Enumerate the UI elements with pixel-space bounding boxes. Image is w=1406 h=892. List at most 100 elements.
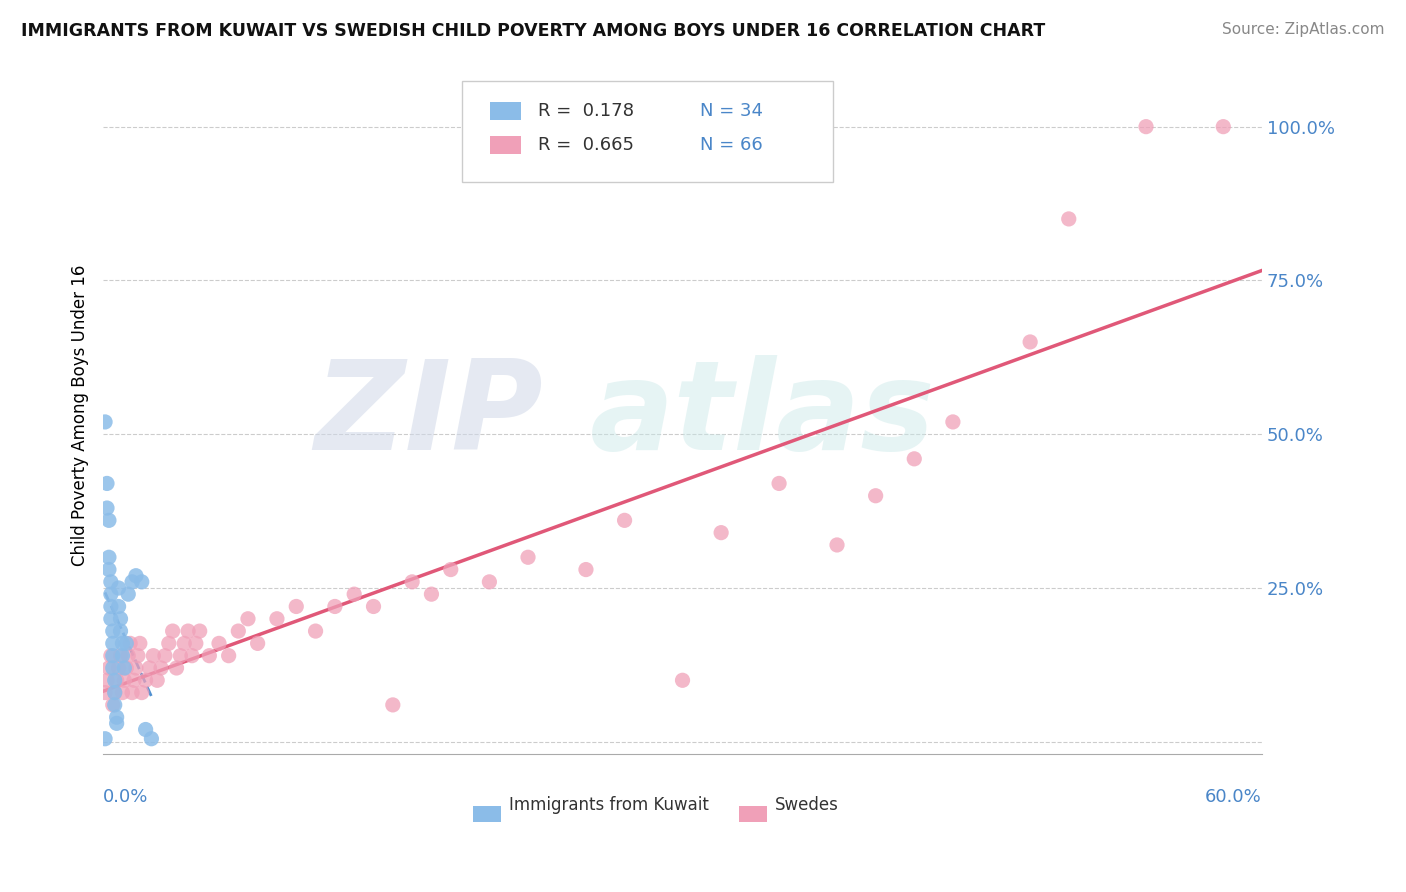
Point — [1019, 334, 1042, 349]
Point — [131, 574, 153, 589]
Text: 0.0%: 0.0% — [103, 788, 149, 806]
Text: R =  0.665: R = 0.665 — [537, 136, 634, 154]
Point — [768, 476, 790, 491]
Point — [96, 501, 118, 516]
Point — [671, 673, 693, 688]
Point — [111, 648, 134, 663]
Point — [825, 538, 848, 552]
Point — [1135, 120, 1157, 134]
Point — [105, 673, 128, 688]
Point — [121, 685, 143, 699]
Text: N = 34: N = 34 — [700, 103, 763, 120]
Point — [111, 636, 134, 650]
Point — [97, 550, 120, 565]
Point — [94, 685, 117, 699]
Point — [363, 599, 385, 614]
Point — [97, 661, 120, 675]
Text: ZIP: ZIP — [315, 355, 544, 476]
Point — [110, 624, 132, 638]
FancyBboxPatch shape — [740, 806, 768, 822]
Text: Swedes: Swedes — [775, 797, 839, 814]
Point — [104, 685, 127, 699]
Point — [236, 612, 259, 626]
Point — [96, 673, 118, 688]
Point — [188, 624, 211, 638]
Point — [575, 563, 598, 577]
Point — [101, 698, 124, 712]
Point — [169, 648, 191, 663]
Point — [181, 648, 204, 663]
Point — [173, 636, 195, 650]
Point — [1057, 211, 1080, 226]
Point — [122, 673, 145, 688]
Point — [100, 599, 122, 614]
Point — [208, 636, 231, 650]
Y-axis label: Child Poverty Among Boys Under 16: Child Poverty Among Boys Under 16 — [72, 265, 89, 566]
Point — [266, 612, 288, 626]
Point — [304, 624, 326, 638]
Point — [107, 581, 129, 595]
Point — [343, 587, 366, 601]
Point — [166, 661, 188, 675]
Point — [115, 661, 138, 675]
Point — [115, 636, 138, 650]
Point — [142, 648, 165, 663]
Point — [323, 599, 346, 614]
Text: atlas: atlas — [589, 355, 935, 476]
Point — [104, 685, 127, 699]
Text: IMMIGRANTS FROM KUWAIT VS SWEDISH CHILD POVERTY AMONG BOYS UNDER 16 CORRELATION : IMMIGRANTS FROM KUWAIT VS SWEDISH CHILD … — [21, 22, 1045, 40]
Point — [184, 636, 207, 650]
Point — [112, 673, 135, 688]
Point — [135, 723, 157, 737]
FancyBboxPatch shape — [491, 103, 522, 120]
Point — [94, 415, 117, 429]
Point — [131, 685, 153, 699]
Point — [101, 648, 124, 663]
FancyBboxPatch shape — [491, 136, 522, 154]
Point — [125, 568, 148, 582]
Point — [107, 661, 129, 675]
Point — [104, 698, 127, 712]
Point — [420, 587, 443, 601]
Point — [97, 513, 120, 527]
Point — [94, 731, 117, 746]
Point — [112, 661, 135, 675]
Point — [153, 648, 176, 663]
Point — [903, 451, 925, 466]
Point — [105, 710, 128, 724]
Point — [157, 636, 180, 650]
Point — [96, 476, 118, 491]
Point — [135, 673, 157, 688]
Point — [401, 574, 423, 589]
Point — [101, 636, 124, 650]
Point — [100, 612, 122, 626]
Point — [613, 513, 636, 527]
Text: Immigrants from Kuwait: Immigrants from Kuwait — [509, 797, 709, 814]
Point — [117, 648, 139, 663]
Point — [100, 648, 122, 663]
Point — [865, 489, 887, 503]
Point — [121, 574, 143, 589]
Point — [146, 673, 169, 688]
Text: Source: ZipAtlas.com: Source: ZipAtlas.com — [1222, 22, 1385, 37]
Point — [1212, 120, 1234, 134]
FancyBboxPatch shape — [463, 81, 834, 182]
Point — [198, 648, 221, 663]
Point — [141, 731, 163, 746]
Point — [105, 716, 128, 731]
Text: R =  0.178: R = 0.178 — [537, 103, 634, 120]
Point — [101, 624, 124, 638]
Point — [101, 661, 124, 675]
Point — [125, 661, 148, 675]
Point — [942, 415, 965, 429]
Point — [104, 673, 127, 688]
Point — [517, 550, 540, 565]
Point — [246, 636, 269, 650]
Point — [117, 587, 139, 601]
Point — [107, 599, 129, 614]
Point — [381, 698, 404, 712]
Point — [100, 574, 122, 589]
Point — [120, 636, 142, 650]
Point — [110, 612, 132, 626]
Point — [285, 599, 308, 614]
